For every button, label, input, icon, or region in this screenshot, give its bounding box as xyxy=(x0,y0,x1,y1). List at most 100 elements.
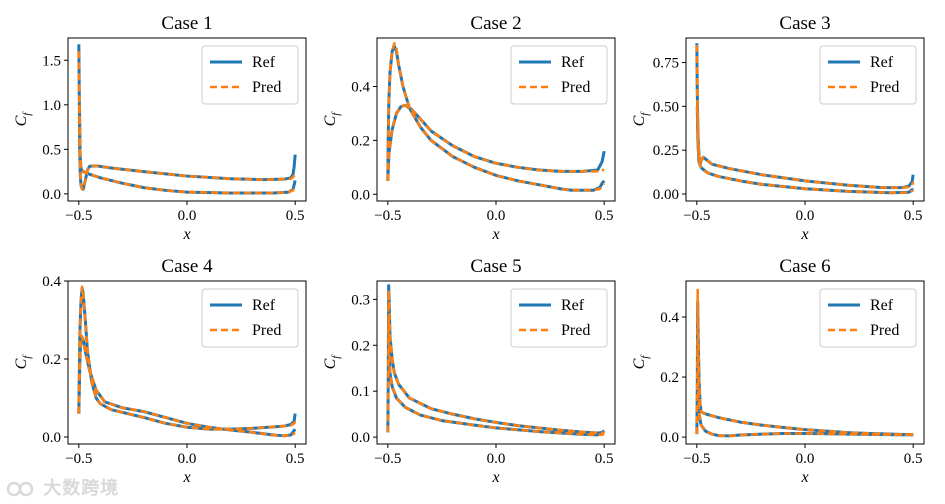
x-tick-label: 0.0 xyxy=(796,208,815,224)
y-axis-label-subscript: f xyxy=(330,354,342,359)
legend: Ref Pred xyxy=(819,45,917,105)
x-tick-label: 0.0 xyxy=(796,451,815,467)
y-tick-label: 0.5 xyxy=(42,142,61,158)
y-axis-label-subscript: f xyxy=(639,111,651,116)
legend-label-ref: Ref xyxy=(252,54,276,71)
x-tick-label: −0.5 xyxy=(65,208,92,224)
series-pred-line-lower xyxy=(695,106,914,195)
x-tick-label: 0.5 xyxy=(286,451,305,467)
y-tick-label: 0.25 xyxy=(653,143,679,159)
legend: Ref Pred xyxy=(201,45,299,105)
subplot-title: Case 6 xyxy=(779,256,830,277)
subplot-title: Case 2 xyxy=(470,13,521,34)
x-tick-label: −0.5 xyxy=(374,208,401,224)
y-axis-label-subscript: f xyxy=(639,354,651,359)
x-tick-label: 0.5 xyxy=(595,451,614,467)
series-pred-line-lower xyxy=(386,104,605,181)
legend-box xyxy=(819,288,917,348)
legend-label-ref: Ref xyxy=(870,297,894,314)
y-tick-label: 0.00 xyxy=(653,187,679,203)
y-axis-label: Cf xyxy=(631,354,651,370)
legend-box xyxy=(510,288,608,348)
y-tick-label: 1.5 xyxy=(42,53,61,69)
x-tick-label: 0.5 xyxy=(904,208,923,224)
subplot-title: Case 3 xyxy=(779,13,830,34)
legend-label-pred: Pred xyxy=(561,322,590,339)
x-tick-label: 0.0 xyxy=(487,208,506,224)
legend-label-ref: Ref xyxy=(561,54,585,71)
x-tick-label: 0.5 xyxy=(904,451,923,467)
series-pred-line-lower xyxy=(77,334,296,438)
series-lines xyxy=(695,43,915,195)
x-axis-label: x xyxy=(491,469,499,486)
watermark-text: 大数跨境 xyxy=(43,478,120,499)
y-tick-label: 0.50 xyxy=(653,99,679,115)
y-axis-label-main: C xyxy=(631,358,648,369)
series-ref-line-lower xyxy=(696,347,914,438)
y-tick-label: 0.2 xyxy=(42,352,61,368)
y-axis-label-main: C xyxy=(13,358,30,369)
y-axis-label-main: C xyxy=(631,115,648,126)
legend-label-pred: Pred xyxy=(870,322,899,339)
legend-label-pred: Pred xyxy=(870,79,899,96)
series-lines xyxy=(695,288,914,438)
y-axis-label: Cf xyxy=(13,354,33,370)
legend-label-pred: Pred xyxy=(252,79,281,96)
y-axis-label-main: C xyxy=(322,358,339,369)
legend: Ref Pred xyxy=(201,288,299,348)
y-tick-label: 0.0 xyxy=(660,430,679,446)
x-axis-label: x xyxy=(182,226,190,243)
y-tick-label: 0.0 xyxy=(42,187,61,203)
series-ref-line-lower xyxy=(77,334,297,438)
legend-label-ref: Ref xyxy=(252,297,276,314)
x-tick-label: 0.0 xyxy=(178,208,197,224)
y-tick-label: 0.2 xyxy=(660,370,679,386)
y-axis-label: Cf xyxy=(322,354,342,370)
subplot-title: Case 1 xyxy=(161,13,212,34)
y-tick-label: 0.2 xyxy=(351,338,370,354)
x-axis-label: x xyxy=(182,469,190,486)
legend: Ref Pred xyxy=(510,288,608,348)
y-axis-label-subscript: f xyxy=(21,111,33,116)
x-tick-label: −0.5 xyxy=(683,451,710,467)
y-tick-label: 0.0 xyxy=(351,187,370,203)
subplot-title: Case 5 xyxy=(470,256,521,277)
y-tick-label: 0.0 xyxy=(351,430,370,446)
legend-label-pred: Pred xyxy=(252,322,281,339)
series-pred-line-upper xyxy=(695,288,914,436)
series-pred-line-lower xyxy=(387,322,605,437)
series-pred-line-upper xyxy=(695,44,915,189)
legend-label-ref: Ref xyxy=(870,54,894,71)
y-tick-label: 0.3 xyxy=(351,292,370,308)
y-tick-label: 0.0 xyxy=(42,430,61,446)
legend: Ref Pred xyxy=(819,288,917,348)
series-pred-line-upper xyxy=(77,285,297,431)
y-axis-label: Cf xyxy=(322,111,342,127)
y-tick-label: 0.2 xyxy=(351,133,370,149)
legend-box xyxy=(201,45,299,105)
watermark: 大数跨境 xyxy=(6,474,119,500)
x-tick-label: 0.5 xyxy=(286,208,305,224)
legend-box xyxy=(819,45,917,105)
x-axis-label: x xyxy=(800,226,808,243)
x-axis-label: x xyxy=(800,469,808,486)
legend-box xyxy=(201,288,299,348)
series-lines xyxy=(386,284,606,437)
y-axis-label-subscript: f xyxy=(21,354,33,359)
y-axis-label-main: C xyxy=(322,115,339,126)
x-tick-label: 0.0 xyxy=(487,451,506,467)
subplot-title: Case 4 xyxy=(161,256,213,277)
legend-label-pred: Pred xyxy=(561,79,590,96)
x-tick-label: −0.5 xyxy=(683,208,710,224)
y-axis-label: Cf xyxy=(13,111,33,127)
y-axis-label: Cf xyxy=(631,111,651,127)
y-tick-label: 0.75 xyxy=(653,56,679,72)
y-tick-label: 0.1 xyxy=(351,384,370,400)
series-pred-line-upper xyxy=(77,51,297,191)
